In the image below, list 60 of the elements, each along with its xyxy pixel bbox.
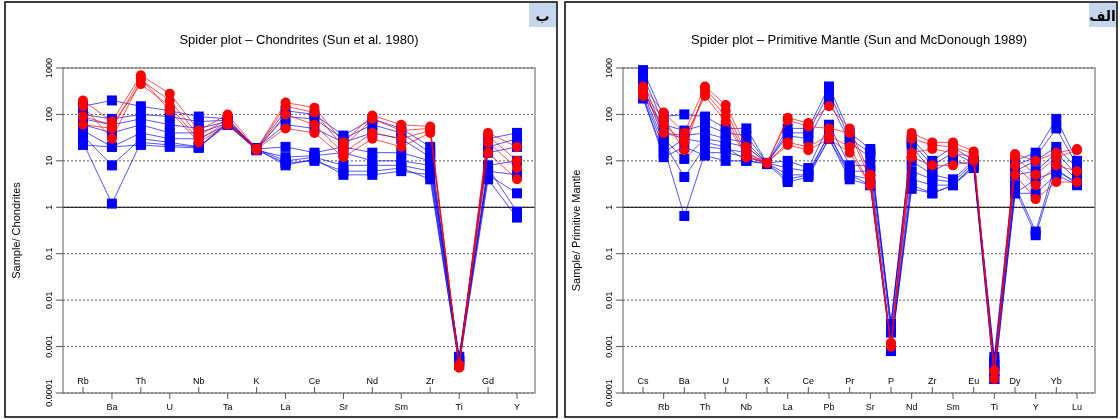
- x-tick-label: Eu: [968, 376, 980, 386]
- x-tick-label: Nd: [366, 376, 379, 386]
- y-tick-label: 1: [604, 204, 614, 210]
- x-tick-label: Pb: [823, 402, 835, 412]
- x-tick-label: Zr: [425, 376, 435, 386]
- x-tick-label: Sr: [865, 402, 875, 412]
- y-axis-title: Sample/ Chondrites: [10, 181, 22, 279]
- x-tick-label: Ce: [308, 376, 321, 386]
- x-tick-label: Th: [135, 376, 147, 386]
- y-tick-label: 1000: [44, 57, 54, 79]
- y-tick-label: 0.1: [604, 247, 614, 260]
- y-tick-label: 10: [44, 155, 54, 166]
- text: ب: [535, 8, 550, 24]
- x-tick-label: Sm: [394, 402, 409, 412]
- x-tick-label: Pr: [845, 376, 855, 386]
- x-tick-label: Cs: [637, 376, 649, 386]
- y-tick-label: 0.0001: [604, 379, 614, 407]
- x-tick-label: Ba: [678, 376, 690, 386]
- y-tick-label: 0.001: [44, 335, 54, 358]
- x-tick-label: U: [166, 402, 174, 412]
- x-tick-label: Sm: [946, 402, 960, 412]
- x-tick-label: U: [722, 376, 729, 386]
- y-tick-label: 0.01: [44, 291, 54, 309]
- x-tick-label: Ti: [455, 402, 463, 412]
- x-tick-label: Nb: [192, 376, 205, 386]
- x-tick-label: Rb: [77, 376, 89, 386]
- x-tick-label: Y: [1032, 402, 1039, 412]
- x-tick-label: Y: [513, 402, 521, 412]
- y-tick-label: 0.0001: [44, 379, 54, 407]
- x-tick-label: Sr: [338, 402, 348, 412]
- x-tick-label: Nb: [740, 402, 753, 412]
- y-tick-label: 10: [604, 155, 614, 166]
- y-tick-label: 0.001: [604, 335, 614, 358]
- x-tick-label: Nd: [905, 402, 918, 412]
- text: الف: [1089, 8, 1116, 24]
- chart-title: Spider plot – Primitive Mantle (Sun and McDonough 1989): [690, 32, 1028, 47]
- x-tick-label: Yb: [1050, 376, 1062, 386]
- x-tick-label: K: [253, 376, 260, 386]
- y-tick-label: 100: [604, 106, 614, 122]
- x-tick-label: Ti: [990, 402, 998, 412]
- y-tick-label: 100: [44, 106, 54, 122]
- x-tick-label: Lu: [1071, 402, 1083, 412]
- y-axis-title: Sample/ Primitive Mantle: [570, 169, 582, 292]
- x-tick-label: Zr: [928, 376, 937, 386]
- x-tick-label: La: [280, 402, 291, 412]
- x-tick-label: Dy: [1009, 376, 1021, 386]
- y-tick-label: 0.01: [604, 291, 614, 309]
- chart-title: Spider plot – Chondrites (Sun et al. 1980): [179, 32, 419, 47]
- x-tick-label: Gd: [482, 376, 495, 386]
- y-tick-label: 0.1: [44, 247, 54, 260]
- y-tick-label: 1: [44, 204, 54, 210]
- y-tick-label: 1000: [604, 57, 614, 79]
- x-tick-label: Rb: [657, 402, 670, 412]
- x-tick-label: Ba: [106, 402, 118, 412]
- x-tick-label: K: [763, 376, 771, 386]
- x-tick-label: Th: [699, 402, 711, 412]
- x-tick-label: Ta: [222, 402, 233, 412]
- x-tick-label: Ce: [802, 376, 815, 386]
- x-tick-label: La: [782, 402, 793, 412]
- x-tick-label: P: [887, 376, 895, 386]
